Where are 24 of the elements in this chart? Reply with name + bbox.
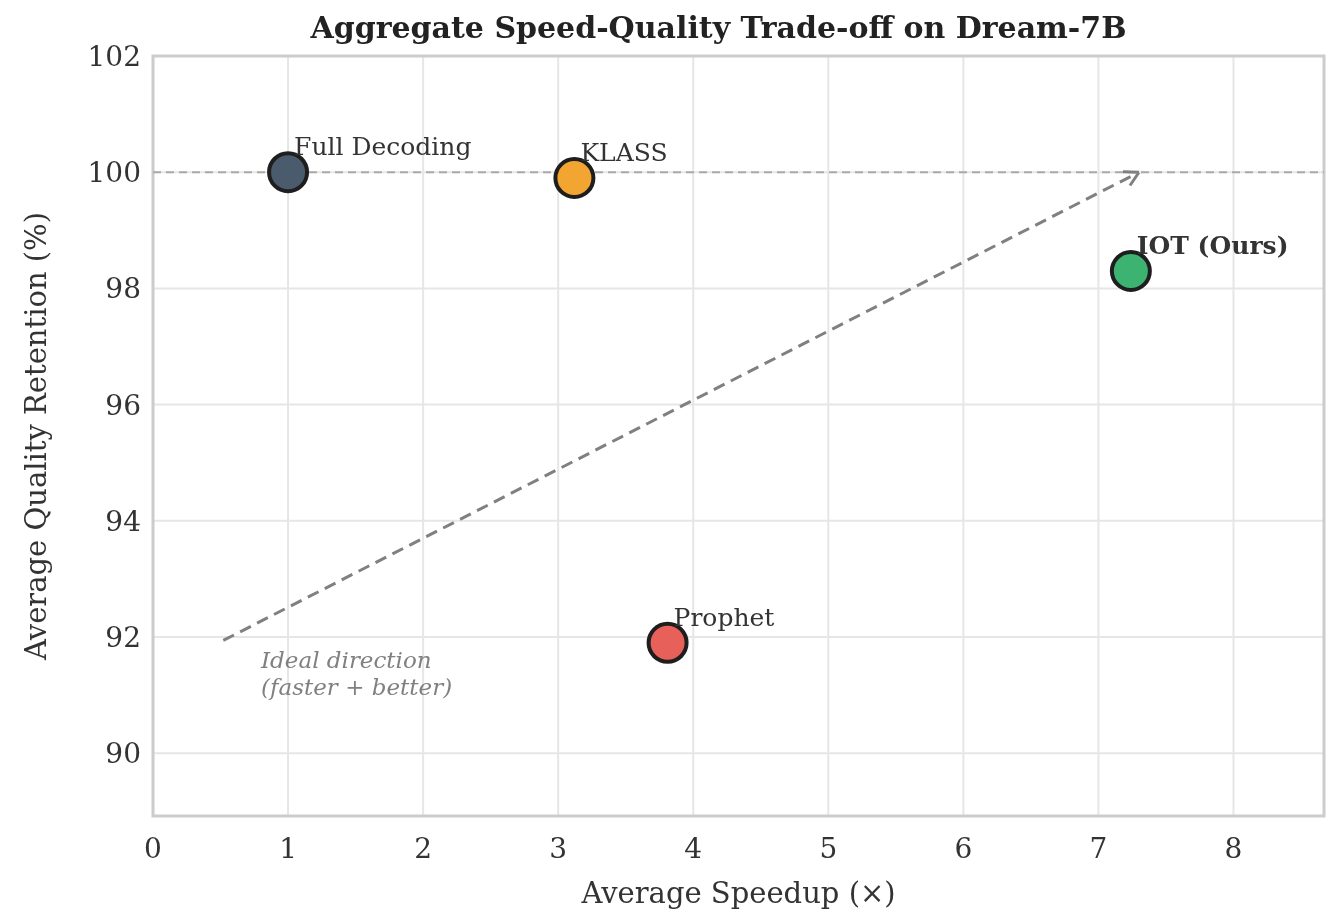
- annotation: Ideal direction (faster + better): [260, 646, 453, 700]
- y-axis-title: Average Quality Retention (%): [19, 212, 53, 661]
- x-tick-label: 8: [1224, 832, 1243, 865]
- y-tick-label: 98: [105, 272, 141, 306]
- y-tick-label: 100: [87, 156, 141, 190]
- x-tick-label: 7: [1089, 832, 1108, 865]
- series-label: KLASS: [580, 138, 668, 168]
- x-tick-label: 4: [684, 832, 703, 865]
- y-tick-label: 94: [105, 504, 141, 538]
- y-tick-label: 96: [105, 388, 141, 422]
- x-tick-label: 1: [279, 832, 297, 865]
- series-label: IOT (Ours): [1136, 230, 1289, 260]
- x-axis-title: Average Speedup (×): [580, 876, 896, 910]
- x-tick-label: 2: [414, 832, 433, 865]
- series-label: Full Decoding: [294, 132, 472, 162]
- chart-title: Aggregate Speed-Quality Trade-off on Dream-7B: [309, 10, 1127, 45]
- y-tick-label: 90: [105, 737, 141, 771]
- y-tick-label: 92: [105, 621, 141, 655]
- series-label: Prophet: [673, 602, 775, 632]
- x-tick-label: 3: [549, 832, 568, 865]
- y-tick-label: 102: [87, 40, 141, 73]
- x-tick-label: 0: [144, 832, 162, 865]
- x-tick-label: 6: [954, 832, 973, 865]
- x-tick-label: 5: [819, 832, 838, 865]
